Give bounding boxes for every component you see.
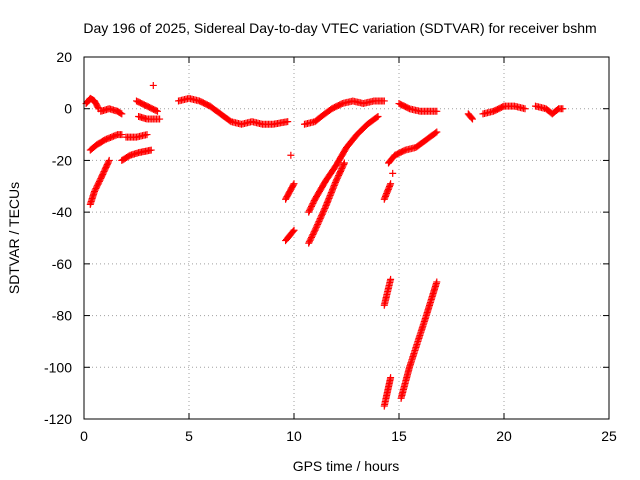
series-s2	[86, 156, 113, 208]
x-axis-label: GPS time / hours	[293, 458, 400, 474]
data-point	[469, 115, 476, 123]
series-s6	[122, 131, 151, 141]
y-tick-label: -100	[44, 359, 72, 375]
data-point	[373, 113, 381, 121]
series-s15	[385, 128, 441, 167]
series-s12	[305, 112, 382, 216]
data-point	[290, 226, 298, 234]
data-point	[289, 227, 297, 235]
series-s14	[380, 180, 395, 410]
outlier-point	[149, 81, 157, 89]
outlier-point	[287, 151, 295, 159]
series-s8	[135, 112, 164, 123]
data-point	[156, 115, 164, 123]
series-s13	[305, 159, 348, 247]
series-s18	[464, 102, 529, 123]
data-point	[521, 105, 529, 113]
data-point	[117, 109, 125, 117]
x-tick-label: 25	[601, 428, 617, 444]
data-point	[284, 118, 292, 126]
grid	[84, 57, 609, 419]
y-tick-label: -40	[52, 204, 72, 220]
x-tick-label: 15	[391, 428, 407, 444]
data-point	[380, 97, 388, 105]
data-point	[432, 129, 440, 137]
outlier-point	[389, 169, 397, 177]
x-tick-label: 5	[185, 428, 193, 444]
data-point	[105, 158, 113, 166]
outlier-points	[149, 81, 397, 177]
data-point	[118, 131, 126, 139]
chart-title: Day 196 of 2025, Sidereal Day-to-day VTE…	[83, 20, 596, 36]
data-point	[559, 105, 567, 113]
series-s11	[301, 97, 388, 128]
data-point	[152, 107, 160, 115]
x-tick-label: 20	[496, 428, 512, 444]
y-tick-label: -120	[44, 411, 72, 427]
plot-frame	[83, 56, 610, 420]
series-s9	[175, 94, 292, 128]
series-s16	[395, 100, 441, 115]
data-point	[387, 374, 395, 382]
data-point	[433, 278, 441, 286]
data-point	[433, 107, 441, 115]
data-point	[290, 180, 298, 188]
data-point	[154, 107, 161, 115]
data-point	[387, 180, 395, 188]
series-s19	[532, 102, 567, 118]
data-point	[289, 181, 297, 189]
y-tick-label: 0	[64, 101, 72, 117]
data-point	[340, 159, 348, 167]
data-point	[387, 275, 395, 283]
y-tick-label: -60	[52, 256, 72, 272]
axis-ticks: 0 5 10 15 20 25 -120 -100 -80 -60 -40 -20 0 20	[44, 49, 617, 444]
data-point	[433, 128, 441, 136]
y-tick-label: 20	[56, 49, 72, 65]
y-tick-label: -80	[52, 308, 72, 324]
data-point	[374, 112, 382, 120]
data-point	[118, 110, 126, 118]
series-s7	[133, 97, 161, 115]
data-point	[94, 103, 102, 111]
x-tick-label: 10	[286, 428, 302, 444]
x-tick-label: 0	[80, 428, 88, 444]
series-s1	[82, 94, 103, 113]
y-axis-label: SDTVAR / TECUs	[6, 182, 22, 294]
data-point	[147, 146, 155, 154]
series-s3	[86, 131, 126, 154]
series-s5	[118, 146, 155, 164]
series-s17	[397, 278, 441, 402]
series-s4	[97, 105, 126, 118]
data-point	[143, 131, 151, 139]
data-point	[105, 156, 113, 164]
y-tick-label: -20	[52, 152, 72, 168]
series-s10	[282, 180, 298, 245]
data-points	[82, 81, 567, 410]
data-point	[468, 114, 476, 122]
data-point	[340, 160, 348, 168]
